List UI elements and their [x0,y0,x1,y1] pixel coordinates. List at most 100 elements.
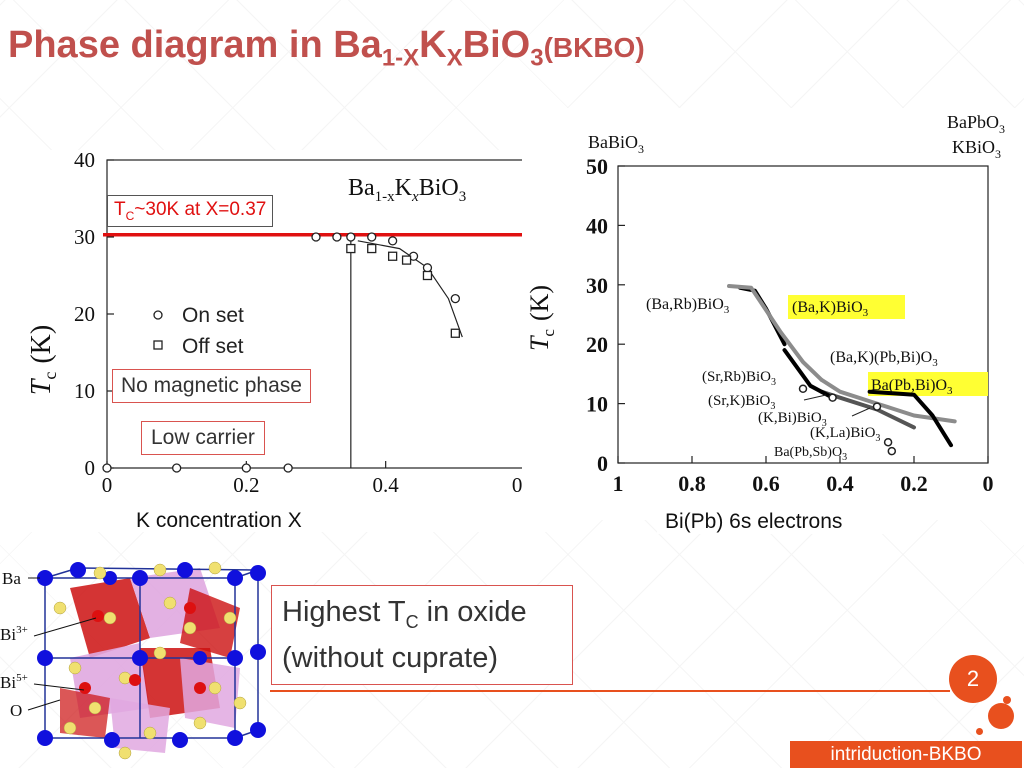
legend-onset-label: On set [182,304,244,327]
label-sr-k-bio3: (Sr,K)BiO3 [708,393,775,412]
tc-curve [727,284,824,382]
decor-dot-2 [1003,696,1011,704]
compound-marker [798,384,808,393]
onset-point [367,232,377,242]
onset-point [346,232,356,242]
right-y-tick-label: 50 [586,154,608,179]
right-x-tick-label: 0.8 [678,471,706,496]
tc-annotation-box: TC~30K at X=0.37 [107,195,274,227]
crystal-label-ba: Ba [2,569,21,588]
right-y-tick-label: 10 [586,392,608,417]
offset-point [422,270,433,281]
low-carrier-box: Low carrier [141,421,265,455]
offset-point [387,251,398,261]
decor-dot-1 [988,703,1014,729]
offset-point [367,243,377,254]
crystal-label-bi3: Bi3+ [0,624,28,644]
highest-tc-line2: (without cuprate) [282,641,498,674]
decor-dot-3 [976,728,983,735]
ba-atoms [37,562,266,748]
crystal-label-bi5: Bi5+ [0,672,28,692]
right-y-axis-label: Tc(K) [525,285,558,351]
octahedra [60,568,240,753]
leader-sr-k [803,394,827,401]
right-x-tick-label: 1 [613,471,624,496]
highest-tc-line1: Highest TC in oxide [282,596,527,632]
onset-point [422,263,433,273]
right-x-tick-label: 0.6 [752,471,780,496]
label-ba-k-bio3: (Ba,K)BiO3 [792,299,869,319]
left-y-tick-label: 40 [74,150,95,172]
label-sr-rb-bio3: (Sr,Rb)BiO3 [702,369,776,388]
right-x-tick-label: 0.4 [826,471,854,496]
crystal-label-o: O [10,701,22,720]
left-points [102,232,460,473]
label-k-bi-bio3: (K,Bi)BiO3 [758,410,827,429]
legend-offset-label: Off set [182,335,244,358]
label-ba-k-pb-bi-o3: (Ba,K)(Pb,Bi)O3 [830,349,938,369]
left-chart: 00.20.40.6010203040 Ba1-xKxBiO3 Tc(K) On… [26,148,538,497]
no-magnetic-phase-box: No magnetic phase [112,369,311,403]
onset-point [311,232,321,242]
right-y-tick-label: 0 [597,451,608,476]
onset-point [387,236,398,246]
right-y-tick-label: 40 [586,213,608,238]
footer-section-tag: intriduction-BKBO [790,741,1022,768]
kbio3-corner-label: KBiO3 [952,137,1001,161]
left-y-tick-label: 10 [74,379,95,403]
onset-point [172,463,182,473]
left-x-tick-label: 0.2 [233,473,259,497]
onset-point [241,463,251,473]
bi-atoms [79,602,206,694]
left-y-axis-label: Tc(K) [26,325,60,395]
right-markers [798,384,897,456]
right-y-tick-label: 30 [586,273,608,298]
slide-number-badge: 2 [949,655,997,703]
bapbo3-corner-label: BaPbO3 [947,112,1005,136]
o-atoms [53,561,247,760]
label-ba-pb-sb-o3: Ba(Pb,Sb)O3 [774,445,847,463]
right-x-axis-label: Bi(Pb) 6s electrons [657,510,907,534]
onset-point [450,293,460,304]
right-curves [727,284,957,448]
tc-curve [867,389,953,448]
left-chart-panel: 00.20.40.6010203040 Ba1-xKxBiO3 Tc(K) On… [0,148,562,532]
onset-point [102,463,112,473]
onset-point [332,232,342,242]
left-y-tick-label: 0 [85,456,96,480]
offset-point [450,328,460,338]
compound-marker [872,402,882,411]
babio3-corner-label: BaBiO3 [588,132,644,156]
highest-tc-box: Highest TC in oxide (without cuprate) [271,585,573,685]
legend-onset-marker [153,310,163,320]
left-y-tick-label: 30 [74,225,95,249]
tc-curve [782,348,835,400]
left-x-tick-label: 0.4 [373,473,400,497]
crystal-structure-image: Ba Bi3+ Bi5+ O [0,561,266,760]
left-x-axis-label: K concentration X [136,509,302,532]
highlight-ba-k-bio3 [788,295,905,319]
legend-offset-marker [153,340,163,350]
offset-point [401,255,412,265]
compound-marker [887,446,897,456]
right-plot-frame [617,165,989,464]
label-ba-rb-bio3: (Ba,Rb)BiO3 [646,296,730,316]
label-ba-pb-bi-o3: Ba(Pb,Bi)O3 [871,377,953,397]
tc-curve [738,285,787,347]
left-y-tick-label: 20 [74,302,95,326]
right-chart-panel: 1 0.8 0.6 0.4 0.2 0 0 10 20 30 40 50 BaBiO3 BaPbO3 … [522,108,1024,520]
offset-point [346,243,356,254]
left-x-tick-label: 0 [102,473,113,497]
page-title: Phase diagram in Ba1-XKXBiO3(BKBO) [8,24,645,72]
left-compound-label: Ba1-xKxBiO3 [348,175,466,205]
crystal-leader-lines [27,577,97,711]
right-ticks: 1 0.8 0.6 0.4 0.2 0 0 10 20 30 40 50 [586,154,994,496]
right-x-tick-label: 0 [983,471,994,496]
onset-point [283,463,293,473]
compound-marker [828,393,837,402]
right-y-tick-label: 20 [586,332,608,357]
left-legend: On set Off set [153,304,244,358]
footer-divider [270,690,950,692]
right-x-tick-label: 0.2 [900,471,928,496]
